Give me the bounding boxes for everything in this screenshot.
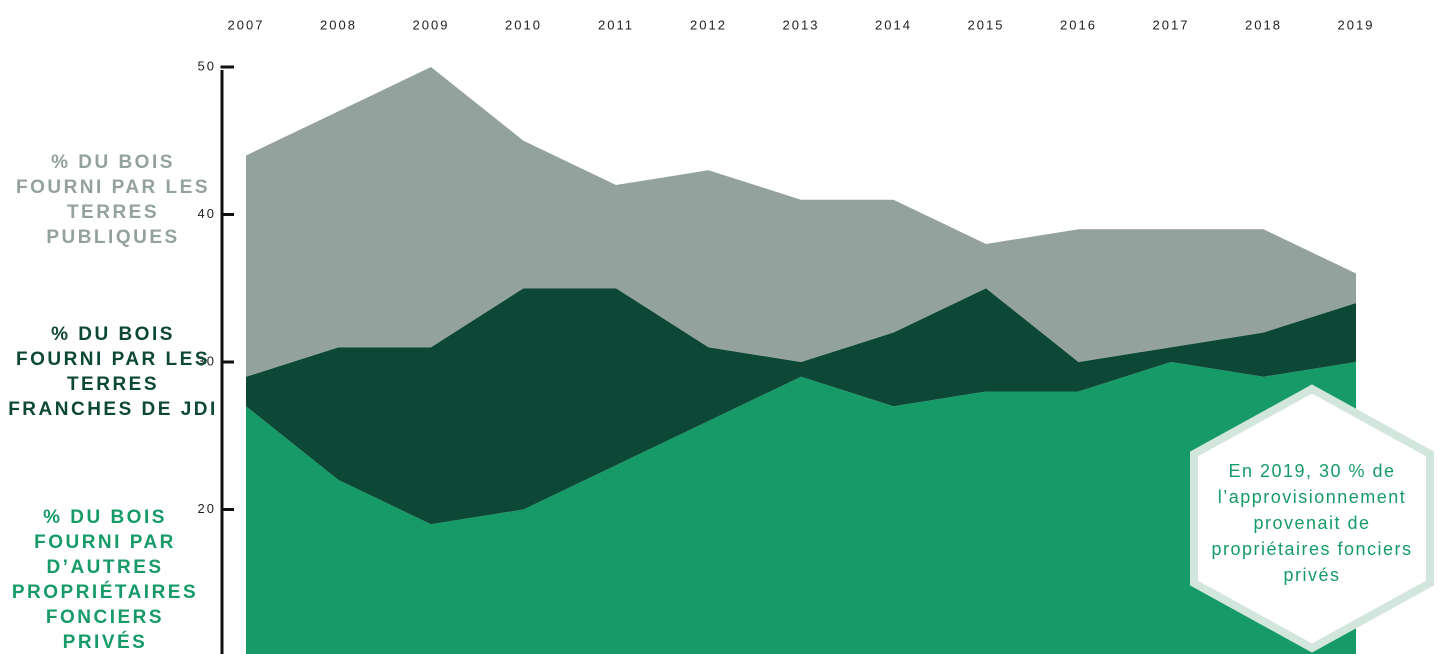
legend-label: % DU BOIS FOURNI PAR LES TERRES FRANCHES… xyxy=(8,324,218,420)
area xyxy=(246,288,1356,525)
y-tick-label: 30 xyxy=(198,353,216,368)
x-tick-label: 2012 xyxy=(690,17,727,32)
y-tick-label: 40 xyxy=(198,206,216,221)
x-tick-label: 2010 xyxy=(505,17,542,32)
x-tick-label: 2013 xyxy=(783,17,820,32)
x-tick-label: 2019 xyxy=(1338,17,1375,32)
x-tick-label: 2014 xyxy=(875,17,912,32)
x-tick-label: 2009 xyxy=(413,17,450,32)
x-tick-label: 2018 xyxy=(1245,17,1282,32)
x-tick-label: 2011 xyxy=(598,17,634,32)
x-tick-label: 2015 xyxy=(968,17,1005,32)
area xyxy=(246,67,1356,377)
area xyxy=(246,362,1356,654)
x-tick-label: 2008 xyxy=(320,17,357,32)
annotation: En 2019, 30 % de l’approvisionnement pro… xyxy=(1211,461,1413,585)
x-tick-label: 2007 xyxy=(228,17,265,32)
legend-label: % DU BOIS FOURNI PAR D’AUTRES PROPRIÉTAI… xyxy=(11,507,199,653)
callout-shape xyxy=(1190,384,1434,653)
y-tick-label: 50 xyxy=(198,58,216,73)
legend-label: % DU BOIS FOURNI PAR LES TERRES PUBLIQUE… xyxy=(15,152,211,248)
y-tick-label: 20 xyxy=(198,501,216,516)
x-tick-label: 2016 xyxy=(1060,17,1097,32)
x-tick-label: 2017 xyxy=(1153,17,1190,32)
